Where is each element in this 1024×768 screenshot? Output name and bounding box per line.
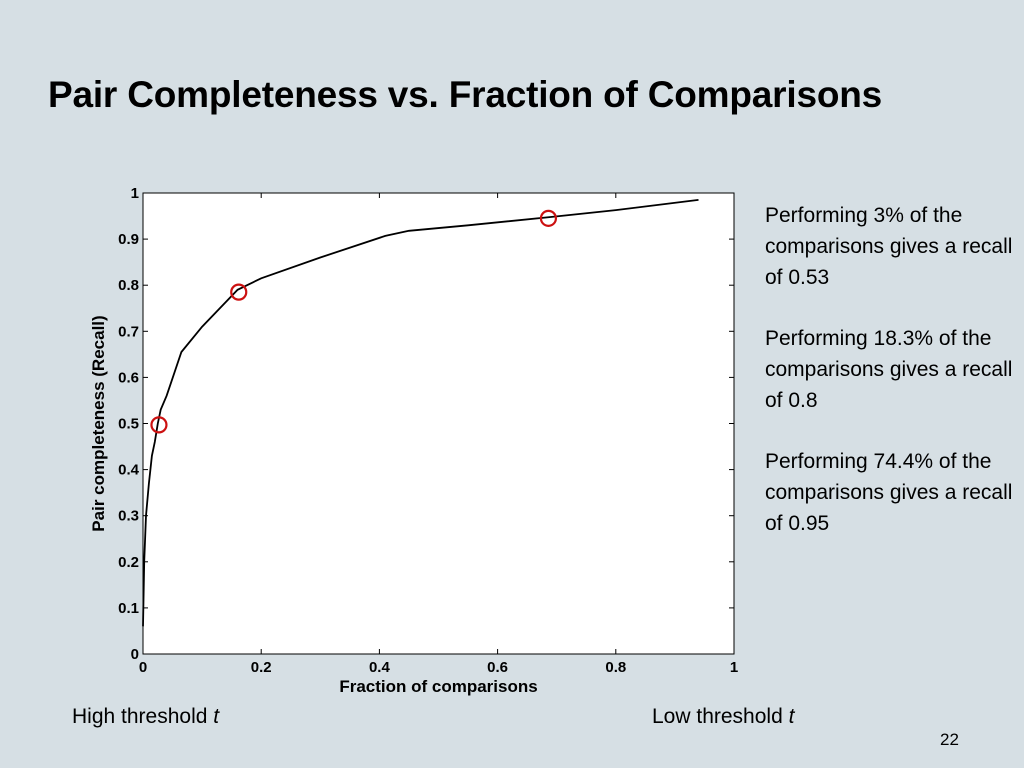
y-tick-label: 0.1 bbox=[118, 600, 139, 617]
slide-title: Pair Completeness vs. Fraction of Compar… bbox=[48, 74, 882, 115]
low-threshold-label: Low threshold t bbox=[652, 705, 794, 729]
low-threshold-var: t bbox=[788, 705, 795, 728]
high-threshold-label: High threshold t bbox=[72, 705, 219, 729]
low-threshold-text: Low threshold bbox=[652, 705, 783, 728]
x-axis-label: Fraction of comparisons bbox=[339, 677, 537, 696]
y-tick-label: 0 bbox=[131, 646, 139, 663]
highlight-point-marker bbox=[539, 209, 558, 227]
annotation-3-percent: Performing 3% of the comparisons gives a… bbox=[765, 204, 1013, 289]
high-threshold-text: High threshold bbox=[72, 705, 208, 728]
page-number: 22 bbox=[940, 730, 959, 749]
recall-line-chart: 0 0.2 0.4 0.6 0.8 1 0 0.1 0.2 0.3 0.4 0.5 0.6 0.7 0.8 0… bbox=[89, 185, 738, 696]
x-tick-label: 0.6 bbox=[487, 659, 508, 676]
x-tick-label: 0.8 bbox=[605, 659, 626, 676]
y-tick-label: 0.6 bbox=[118, 369, 139, 386]
y-tick-label: 0.8 bbox=[118, 277, 139, 294]
series-line bbox=[142, 199, 699, 627]
y-tick-label: 1 bbox=[131, 185, 139, 202]
x-tick-label: 0.4 bbox=[369, 659, 391, 676]
y-tick-label: 0.5 bbox=[118, 416, 139, 433]
annotation-74-percent: Performing 74.4% of the comparisons give… bbox=[765, 450, 1013, 535]
x-tick-label: 0 bbox=[139, 659, 147, 676]
y-tick-label: 0.3 bbox=[118, 508, 139, 525]
highlight-point-marker bbox=[150, 416, 168, 434]
y-tick-label: 0.4 bbox=[118, 462, 140, 479]
high-threshold-var: t bbox=[213, 705, 220, 728]
highlight-point-marker bbox=[230, 283, 248, 301]
y-tick-label: 0.9 bbox=[118, 231, 139, 248]
x-tick-label: 0.2 bbox=[251, 659, 272, 676]
y-tick-label: 0.7 bbox=[118, 323, 139, 340]
y-tick-label: 0.2 bbox=[118, 554, 139, 571]
y-axis-label: Pair completeness (Recall) bbox=[89, 315, 108, 531]
plot-area bbox=[142, 192, 735, 655]
x-tick-label: 1 bbox=[730, 659, 738, 676]
annotation-18-percent: Performing 18.3% of the comparisons give… bbox=[765, 327, 1013, 412]
